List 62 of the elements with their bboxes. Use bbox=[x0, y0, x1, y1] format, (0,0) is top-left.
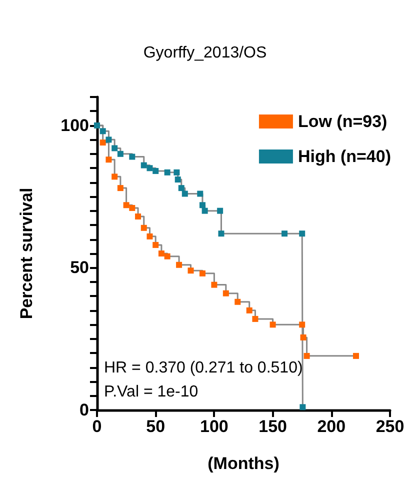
point bbox=[252, 316, 258, 322]
point bbox=[282, 230, 288, 237]
point bbox=[178, 185, 184, 192]
y-axis-title: Percent survival bbox=[17, 188, 36, 320]
point bbox=[129, 154, 136, 160]
legend-label: High (n=40) bbox=[298, 147, 392, 166]
point bbox=[218, 230, 224, 237]
point bbox=[106, 136, 112, 143]
x-tick-label: 250 bbox=[376, 417, 404, 436]
annotation: P.Val = 1e-10 bbox=[104, 384, 198, 400]
point bbox=[202, 208, 208, 214]
y-tick-label: 50 bbox=[70, 258, 89, 278]
y-tick-label: 0 bbox=[80, 400, 89, 420]
point bbox=[140, 224, 147, 231]
point bbox=[100, 140, 106, 146]
point bbox=[117, 185, 124, 192]
point bbox=[140, 162, 147, 168]
x-tick-label: 50 bbox=[146, 417, 166, 436]
point bbox=[222, 290, 229, 296]
x-tick-label: 100 bbox=[200, 417, 228, 436]
point bbox=[164, 253, 170, 260]
point bbox=[123, 202, 130, 208]
point bbox=[106, 156, 112, 163]
legend-label: Low (n=93) bbox=[298, 112, 388, 131]
point bbox=[112, 145, 118, 152]
point bbox=[300, 334, 306, 340]
point bbox=[199, 270, 206, 276]
x-tick-label: 200 bbox=[317, 417, 346, 436]
y-tick-label: 100 bbox=[60, 116, 89, 135]
point bbox=[174, 169, 180, 176]
point bbox=[217, 208, 224, 214]
point bbox=[199, 202, 206, 208]
point bbox=[152, 168, 159, 174]
point bbox=[100, 128, 106, 134]
point bbox=[174, 176, 181, 183]
point bbox=[164, 169, 170, 176]
point bbox=[188, 268, 194, 274]
point bbox=[304, 352, 310, 359]
point bbox=[117, 150, 124, 157]
point bbox=[270, 322, 276, 328]
point bbox=[299, 230, 306, 237]
point bbox=[299, 322, 306, 328]
chart-subtitle: Gyorffy_2013/OS bbox=[143, 44, 267, 62]
point bbox=[112, 174, 118, 180]
point bbox=[176, 262, 182, 268]
point bbox=[135, 214, 142, 220]
point bbox=[152, 242, 159, 248]
x-tick-label: 0 bbox=[92, 417, 102, 436]
point bbox=[197, 190, 204, 197]
point bbox=[146, 165, 153, 172]
point bbox=[211, 282, 218, 288]
point bbox=[234, 298, 241, 305]
point bbox=[129, 204, 136, 211]
point bbox=[246, 307, 252, 314]
x-axis-title: (Months) bbox=[208, 454, 280, 473]
point bbox=[300, 404, 306, 410]
point bbox=[158, 250, 164, 256]
point bbox=[146, 233, 153, 240]
point bbox=[353, 352, 360, 359]
point bbox=[182, 190, 188, 197]
annotation: HR = 0.370 (0.271 to 0.510) bbox=[104, 360, 303, 376]
x-tick-label: 150 bbox=[258, 417, 287, 436]
